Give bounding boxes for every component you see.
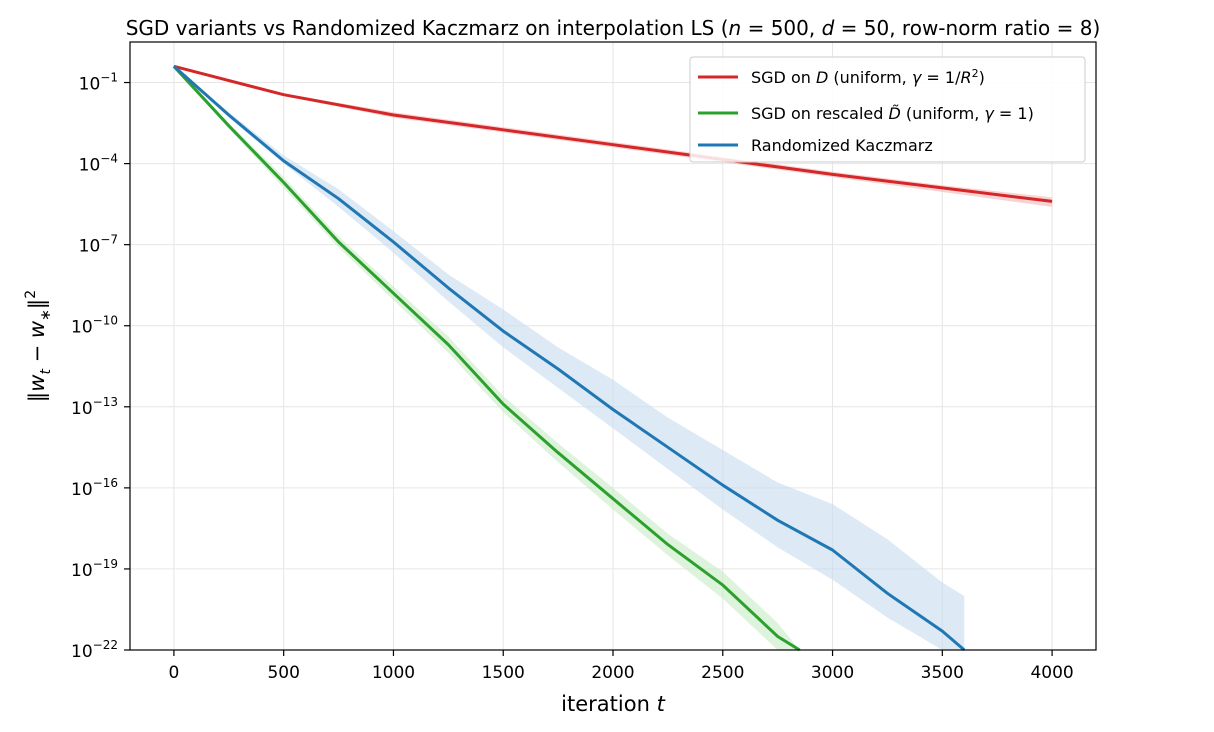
x-tick-label: 2000	[591, 663, 634, 683]
legend-label-kaczmarz: Randomized Kaczmarz	[751, 136, 933, 155]
series-line-2	[172, 65, 966, 652]
legend-box	[689, 56, 1086, 163]
confidence-bands	[173, 66, 1053, 650]
y-tick-label: 10−4	[79, 152, 118, 176]
legend-label-sgd-d: SGD on D (uniform, γ = 1/R2)	[751, 67, 985, 87]
x-tick-label: 1000	[372, 663, 415, 683]
y-tick-label: 10−16	[71, 476, 118, 500]
series-band-1	[173, 66, 800, 650]
legend-label-sgd-rescaled: SGD on rescaled D̃ (uniform, γ = 1)	[751, 104, 1034, 123]
y-tick-label: 10−22	[71, 638, 118, 662]
x-axis-label: iteration t	[561, 692, 665, 716]
x-tick-label: 4000	[1030, 663, 1073, 683]
series-band-2	[173, 66, 965, 650]
x-tick-label: 1500	[482, 663, 525, 683]
y-axis-label: ‖wt − w∗‖2	[23, 290, 54, 402]
y-tick-label: 10−7	[79, 233, 118, 257]
x-tick-label: 0	[168, 663, 179, 683]
y-tick-label: 10−19	[71, 557, 118, 581]
series-lines	[172, 64, 1053, 652]
chart-title: SGD variants vs Randomized Kaczmarz on i…	[126, 16, 1101, 40]
x-axis-ticks: 0 500 1000 1500 2000 2500 3000 3500 4000	[168, 650, 1074, 683]
y-tick-label: 10−10	[71, 314, 118, 338]
series-line-0	[173, 64, 1053, 203]
y-tick-label: 10−1	[79, 71, 118, 95]
y-tick-label: 10−13	[71, 395, 118, 419]
series-band-0	[173, 66, 1053, 207]
y-axis-ticks: 10−1 10−4 10−7 10−10 10−13 10−16 10−19 10−22	[71, 71, 130, 662]
x-tick-label: 500	[267, 663, 299, 683]
x-tick-label: 3500	[921, 663, 964, 683]
x-tick-label: 2500	[701, 663, 744, 683]
legend: SGD on D (uniform, γ = 1/R2) SGD on resc…	[689, 56, 1086, 163]
x-tick-label: 3000	[811, 663, 854, 683]
series-line-1	[172, 65, 801, 652]
